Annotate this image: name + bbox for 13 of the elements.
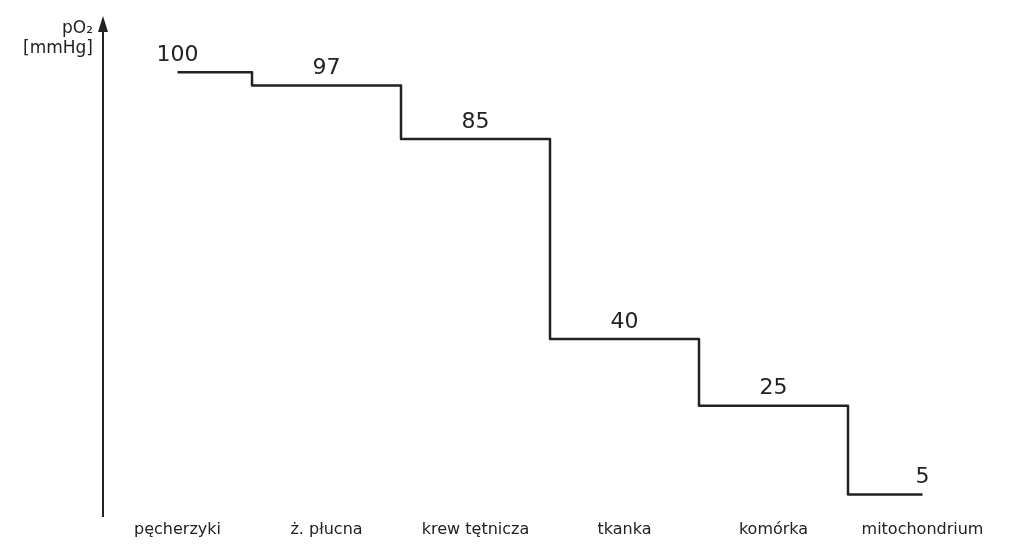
data-label: 25 (759, 374, 788, 400)
data-label: 5 (915, 463, 930, 489)
x-tick-label: tkanka (597, 518, 652, 538)
x-tick-label: komórka (738, 518, 809, 538)
x-tick-label: pęcherzyki (134, 518, 221, 538)
data-label: 40 (610, 307, 639, 333)
x-tick-label: mitochondrium (861, 518, 984, 538)
data-label: 85 (461, 107, 490, 133)
x-tick-label: krew tętnicza (421, 518, 530, 538)
x-tick-label: ż. płucna (290, 518, 363, 538)
data-label: 100 (156, 40, 199, 66)
y-axis-title: pO₂ [mmHg] (23, 16, 93, 57)
data-label: 97 (312, 54, 341, 80)
